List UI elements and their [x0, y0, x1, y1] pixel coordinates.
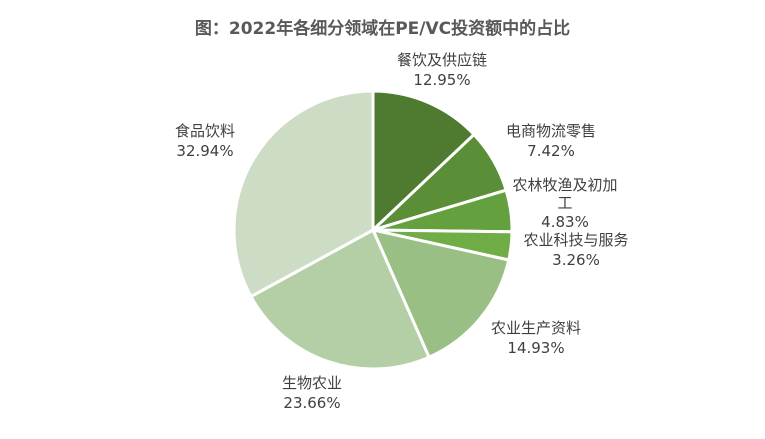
- slice-name-label: 餐饮及供应链: [396, 51, 488, 69]
- slice-percent-label: 4.83%: [541, 213, 589, 231]
- pie-slice-6: [232, 89, 375, 299]
- slice-name-label: 生物农业: [281, 374, 343, 392]
- slice-name-label: 农业科技与服务: [523, 231, 629, 249]
- slice-name-label: 电商物流零售: [505, 122, 597, 140]
- slice-name-label: 农业生产资料: [490, 319, 582, 337]
- data-label-6: 食品饮料 32.94%: [175, 121, 235, 161]
- slice-percent-label: 7.42%: [527, 142, 575, 160]
- chart-title: 图：2022年各细分领域在PE/VC投资额中的占比: [194, 19, 571, 39]
- slice-percent-label: 14.93%: [507, 339, 565, 357]
- slice-percent-label: 3.26%: [552, 251, 600, 269]
- pie-slice-0: [371, 89, 477, 234]
- data-label-1: 电商物流零售 7.42%: [506, 121, 596, 161]
- slice-percent-label: 23.66%: [283, 394, 341, 412]
- slice-percent-label: 32.94%: [176, 142, 234, 160]
- pie-slice-5: [248, 227, 432, 371]
- pie-slice-4: [370, 227, 511, 360]
- slice-name-label: 食品饮料: [174, 122, 236, 140]
- data-label-2: 农林牧渔及初加工 4.83%: [512, 176, 617, 232]
- data-label-4: 农业生产资料 14.93%: [491, 318, 581, 358]
- slice-name-label: 农林牧渔及初加工: [512, 176, 618, 212]
- data-label-0: 餐饮及供应链 12.95%: [397, 50, 487, 90]
- slice-percent-label: 12.95%: [413, 71, 471, 89]
- data-label-5: 生物农业 23.66%: [282, 373, 342, 413]
- data-label-3: 农业科技与服务 3.26%: [523, 230, 628, 270]
